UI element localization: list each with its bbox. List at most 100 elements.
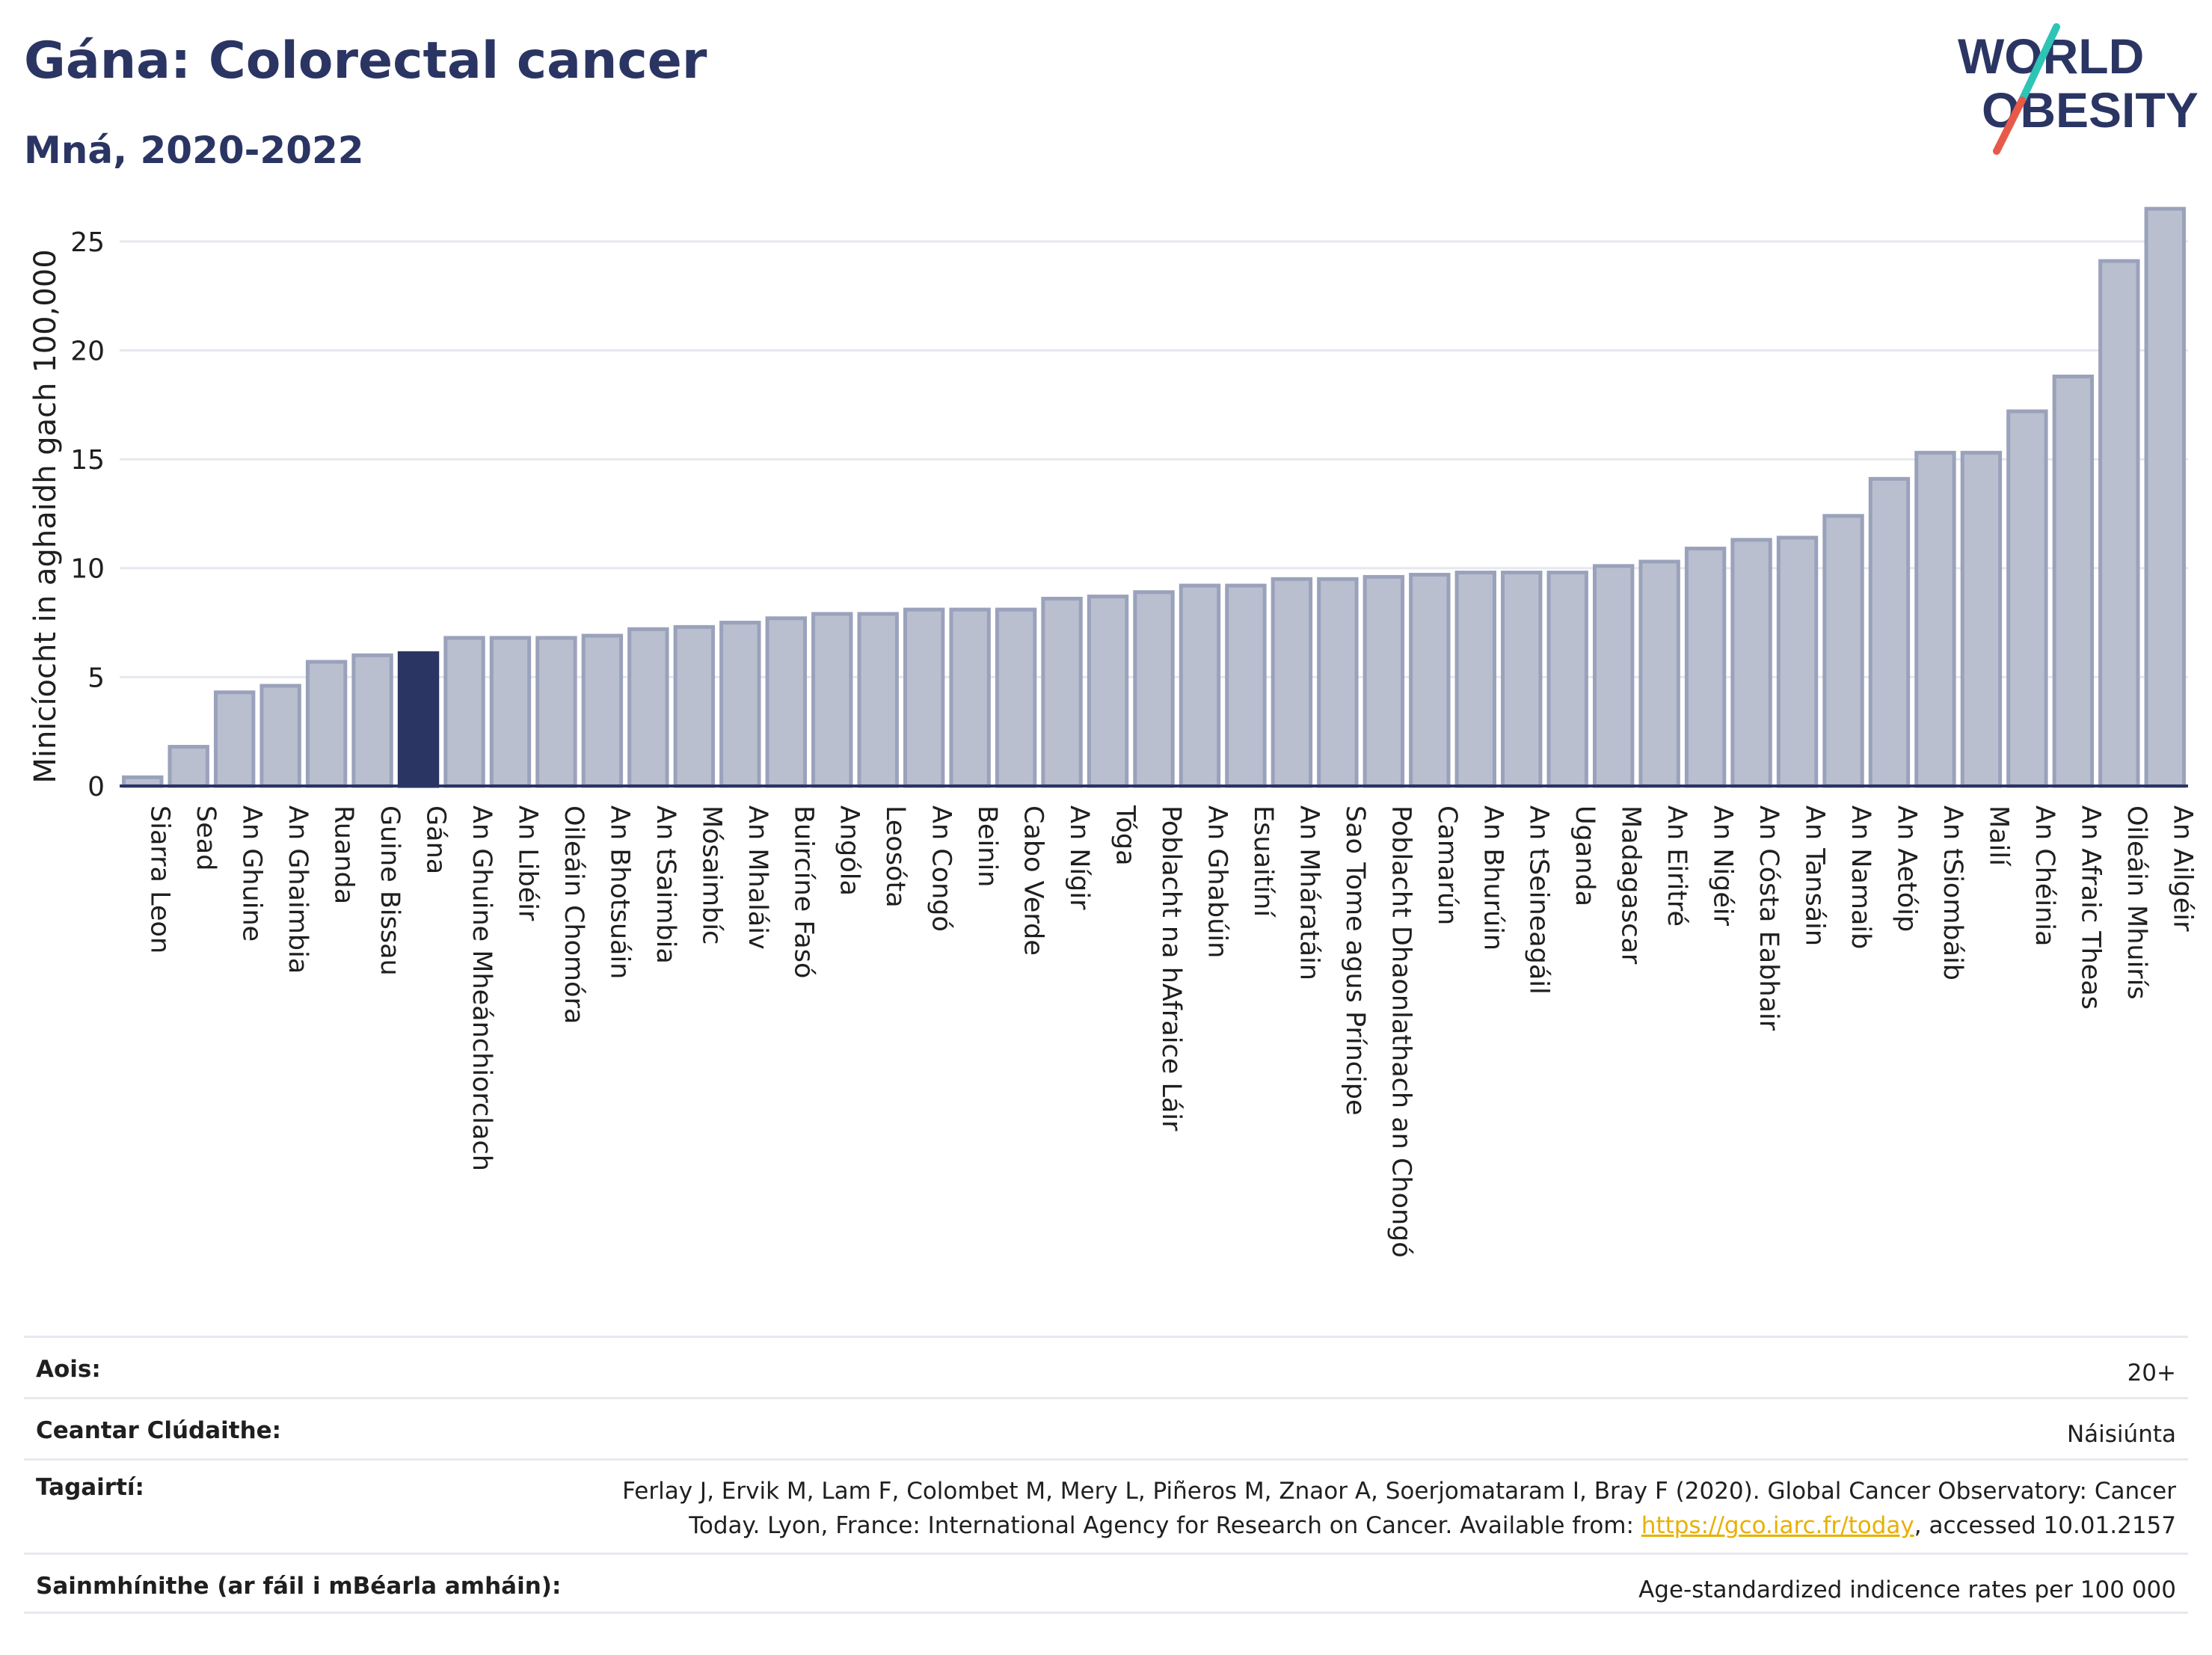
bar xyxy=(857,612,899,788)
world-obesity-logo: WORLD OBESITY xyxy=(1958,23,2199,155)
x-tick-label: Poblacht Dhaonlathach an Chongó xyxy=(1386,805,1416,1258)
x-tick-label: Camarún xyxy=(1432,805,1462,925)
definitions-label: Sainmhínithe (ar fáil i mBéarla amháin): xyxy=(36,1573,562,1600)
references-line1: Ferlay J, Ervik M, Lam F, Colombet M, Me… xyxy=(622,1478,2176,1505)
bar xyxy=(627,627,669,788)
x-tick-label: An Namaib xyxy=(1846,805,1875,949)
y-tick-label: 25 xyxy=(70,227,105,258)
x-tick-label: Esuaitíní xyxy=(1248,805,1278,918)
y-tick-label: 20 xyxy=(70,336,105,366)
x-tick-label: Beinin xyxy=(972,805,1002,887)
x-tick-label: Tóga xyxy=(1110,805,1140,866)
x-tick-label: An Nígir xyxy=(1064,805,1094,910)
y-tick-label: 10 xyxy=(70,554,105,585)
x-tick-label: An Ghaimbia xyxy=(283,805,313,974)
x-tick-label: Siarra Leon xyxy=(145,805,175,954)
x-tick-label: Ruanda xyxy=(329,805,359,904)
bar xyxy=(1501,571,1543,788)
bar xyxy=(1914,450,1956,788)
references-line2-after: , accessed 10.01.2157 xyxy=(1914,1512,2176,1539)
x-tick-label: Uganda xyxy=(1570,805,1600,906)
bar xyxy=(719,621,761,788)
bar xyxy=(1684,547,1727,788)
x-tick-label: An Aetóip xyxy=(1891,805,1921,932)
bar xyxy=(305,660,348,788)
references-label: Tagairtí: xyxy=(36,1474,144,1501)
bar xyxy=(581,633,624,788)
x-tick-label: An Tansáin xyxy=(1800,805,1830,946)
meta-row-references: Tagairtí: Ferlay J, Ervik M, Lam F, Colo… xyxy=(24,1458,2188,1553)
bar xyxy=(2006,409,2048,788)
x-tick-label: An Chéinia xyxy=(2030,805,2059,946)
x-tick-label: Buircíne Fasó xyxy=(788,805,818,978)
y-tick-label: 15 xyxy=(70,445,105,476)
references-line2-before: Today. Lyon, France: International Agenc… xyxy=(689,1512,1641,1539)
bar xyxy=(1868,476,1911,788)
bar-highlight xyxy=(397,651,440,788)
y-tick-label: 0 xyxy=(87,772,105,802)
x-tick-label: Poblacht na hAfraice Láir xyxy=(1156,805,1186,1132)
bar xyxy=(168,745,209,788)
chart-subtitle: Mná, 2020-2022 xyxy=(24,129,364,172)
bar xyxy=(995,607,1037,788)
bar xyxy=(1776,535,1819,788)
x-tick-label: An Bhotsuáin xyxy=(604,805,634,979)
bar xyxy=(1409,572,1451,788)
x-tick-label: An Ghuine xyxy=(237,805,267,942)
bar xyxy=(1960,450,2003,788)
bar xyxy=(2144,206,2186,788)
x-tick-label: Mósaimbíc xyxy=(696,805,726,945)
y-tick-label: 5 xyxy=(87,663,105,693)
bar xyxy=(765,616,807,788)
bar xyxy=(1317,577,1359,788)
chart-title: Gána: Colorectal cancer xyxy=(24,31,707,90)
x-tick-label: Angóla xyxy=(835,805,864,896)
meta-row-age: Aois: 20+ xyxy=(24,1336,2188,1397)
bar xyxy=(1041,597,1083,788)
x-tick-label: An Mhaláiv xyxy=(743,805,772,950)
bar xyxy=(1546,571,1588,788)
y-axis-label: Minicíocht in aghaidh gach 100,000 xyxy=(28,249,63,783)
x-tick-label: An Congó xyxy=(927,805,956,932)
x-tick-label: An Mháratáin xyxy=(1294,805,1324,980)
x-tick-label: Cabo Verde xyxy=(1019,805,1048,956)
bar xyxy=(351,653,393,788)
x-tick-label: Leosóta xyxy=(880,805,910,908)
x-tick-label: Gána xyxy=(421,805,451,874)
logo-slash-red xyxy=(1993,96,2026,155)
x-tick-label: An Cósta Eabhair xyxy=(1754,805,1784,1031)
bar xyxy=(949,607,991,788)
x-tick-label: An Ghabúin xyxy=(1202,805,1232,958)
bar xyxy=(1179,583,1221,788)
bar xyxy=(1592,564,1635,788)
age-label: Aois: xyxy=(36,1356,101,1383)
x-tick-label: An Ghuine Mheánchiorclach xyxy=(467,805,497,1171)
x-tick-label: Mailí xyxy=(1983,805,2013,867)
age-value: 20+ xyxy=(2127,1360,2176,1387)
bar xyxy=(213,690,256,788)
x-tick-label: An tSiombáib xyxy=(1938,805,1967,980)
references-link[interactable]: https://gco.iarc.fr/today xyxy=(1641,1512,1914,1539)
meta-row-definitions: Sainmhínithe (ar fáil i mBéarla amháin):… xyxy=(24,1553,2188,1614)
references-value: Ferlay J, Ervik M, Lam F, Colombet M, Me… xyxy=(622,1474,2176,1543)
x-tick-label: An Bhurúin xyxy=(1478,805,1508,951)
bar xyxy=(1225,583,1267,788)
bar xyxy=(259,684,301,788)
x-tick-label: An Nigéir xyxy=(1708,805,1738,927)
bar xyxy=(443,636,485,788)
x-tick-label: Sead xyxy=(191,805,221,871)
x-tick-label: An Afraic Theas xyxy=(2075,805,2105,1010)
bar xyxy=(1271,577,1313,788)
bar xyxy=(2098,259,2140,788)
definitions-value: Age-standardized indicence rates per 100… xyxy=(1638,1576,2176,1603)
x-tick-label: An tSaimbia xyxy=(651,805,681,964)
metadata-table: Aois: 20+ Ceantar Clúdaithe: Náisiúnta T… xyxy=(24,1336,2188,1614)
x-tick-label: Sao Tome agus Príncipe xyxy=(1340,805,1370,1116)
bar xyxy=(489,636,532,788)
bar xyxy=(1730,538,1772,788)
x-tick-label: Oileáin Mhuirís xyxy=(2122,805,2151,1000)
bar xyxy=(535,636,577,788)
bar xyxy=(1638,559,1680,788)
x-tick-label: An Ailgéir xyxy=(2167,805,2197,932)
